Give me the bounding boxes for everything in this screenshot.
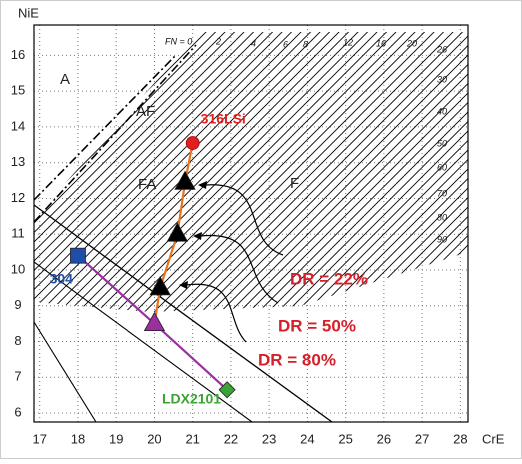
y-tick-label: 6: [14, 404, 21, 419]
fn-label: 30: [437, 74, 447, 84]
y-tick-label: 8: [14, 333, 21, 348]
x-tick-label: 25: [338, 431, 352, 446]
x-tick-label: 22: [224, 431, 238, 446]
fn-label: 2: [215, 36, 221, 46]
y-tick-label: 15: [11, 83, 25, 98]
y-tick-label: 14: [11, 118, 25, 133]
x-tick-label: 18: [71, 431, 85, 446]
fn-label: 50: [437, 138, 447, 148]
y-tick-label: 13: [11, 154, 25, 169]
x-tick-label: 17: [33, 431, 47, 446]
x-tick-label: 19: [109, 431, 123, 446]
y-tick-label: 16: [11, 47, 25, 62]
point-label: 316LSi: [201, 111, 246, 127]
x-tick-label: 23: [262, 431, 276, 446]
y-tick-label: 7: [14, 369, 21, 384]
x-tick-label: 27: [415, 431, 429, 446]
fn-label: 16: [376, 38, 386, 48]
point-square: [70, 248, 85, 263]
fn-label: 26: [436, 44, 447, 54]
point-circle: [186, 137, 199, 150]
fn-label: 4: [251, 38, 256, 48]
fn-label: 20: [406, 38, 417, 48]
dr-label: DR = 50%: [278, 316, 356, 335]
y-tick-label: 11: [11, 226, 25, 241]
y-tick-label: 12: [11, 190, 25, 205]
x-tick-label: 20: [147, 431, 161, 446]
region-label: F: [290, 175, 299, 192]
x-tick-label: 28: [453, 431, 467, 446]
fn-label: FN = 0: [165, 36, 192, 46]
region-label: A: [60, 71, 70, 88]
fn-label: 90: [437, 234, 447, 244]
x-axis-label: CrE: [482, 431, 505, 446]
x-tick-label: 26: [377, 431, 391, 446]
region-label: FA: [138, 176, 156, 193]
fn-label: 80: [437, 212, 447, 222]
fn-label: 12: [343, 37, 353, 47]
fn-label: 40: [437, 106, 447, 116]
x-tick-label: 21: [185, 431, 199, 446]
y-tick-label: 10: [11, 261, 25, 276]
point-label: 304: [50, 270, 74, 286]
region-label: AF: [136, 103, 155, 120]
y-axis-label: NiE: [18, 5, 39, 20]
y-tick-label: 9: [14, 297, 21, 312]
dr-label: DR = 22%: [290, 269, 368, 288]
dr-label: DR = 80%: [258, 350, 336, 369]
fn-label: 60: [437, 162, 447, 172]
x-tick-label: 24: [300, 431, 314, 446]
fn-label: 6: [283, 39, 288, 49]
point-label: LDX2101: [162, 391, 221, 407]
fn-label: 70: [437, 188, 447, 198]
fn-label: 8: [303, 39, 308, 49]
